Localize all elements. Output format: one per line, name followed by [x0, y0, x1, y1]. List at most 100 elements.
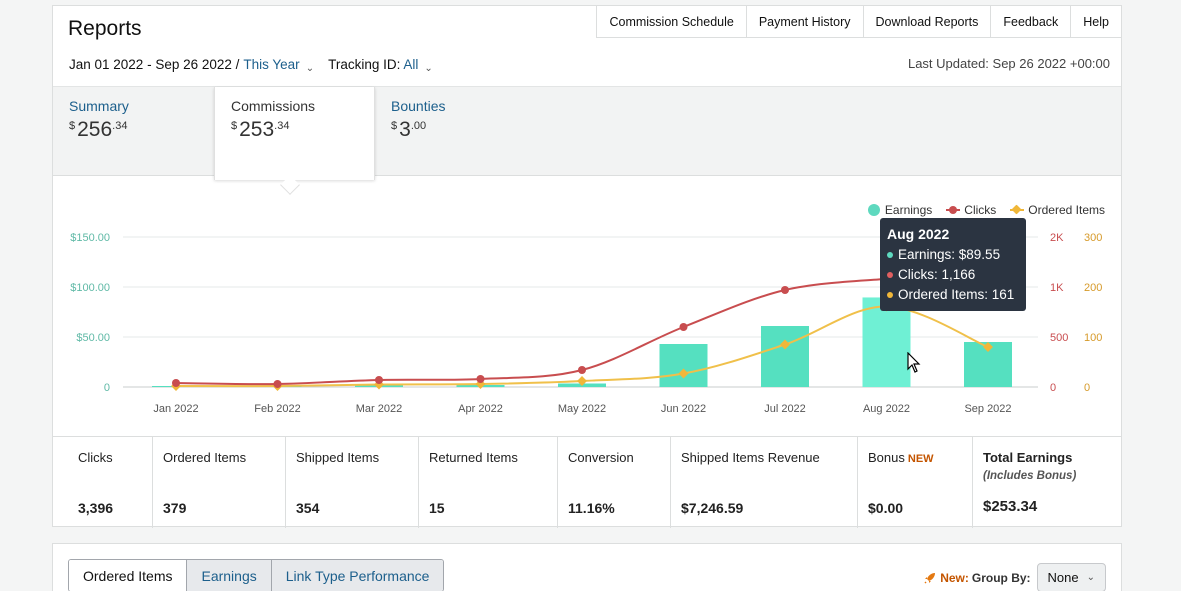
report-tab-group: Ordered Items Earnings Link Type Perform…	[68, 559, 445, 591]
y-right-ordered-tick: 100	[1084, 332, 1102, 344]
y-right-clicks-tick: 500	[1050, 332, 1068, 344]
earnings-legend-icon	[867, 204, 880, 216]
commission-schedule-link[interactable]: Commission Schedule	[597, 6, 747, 37]
stat-conversion: Conversion 11.16%	[558, 437, 671, 528]
stats-row: Clicks 3,396 Ordered Items 379 Shipped I…	[53, 436, 1121, 528]
legend-ordered-items[interactable]: Ordered Items	[1010, 203, 1105, 217]
summary-amount: $256.34	[69, 118, 214, 142]
stat-value: $0.00	[868, 500, 904, 516]
stat-label: Total Earnings	[983, 450, 1073, 465]
clicks-point	[679, 323, 688, 331]
ordered-dot-icon	[887, 292, 893, 298]
new-label: New:	[940, 570, 969, 585]
report-tables-panel: Ordered Items Earnings Link Type Perform…	[52, 543, 1122, 591]
tab-ordered-items[interactable]: Ordered Items	[69, 560, 187, 591]
filter-row: Jan 01 2022 - Sep 26 2022 / This Year ⌄ T…	[69, 57, 433, 74]
currency-symbol: $	[69, 120, 76, 132]
group-by-control: New: Group By: None ⌄	[923, 563, 1106, 591]
chevron-down-icon: ⌄	[424, 63, 433, 74]
tab-link-type-performance[interactable]: Link Type Performance	[270, 560, 444, 591]
tooltip-row-ordered: Ordered Items: 161	[887, 285, 1019, 305]
tracking-id-dropdown[interactable]: Tracking ID: All ⌄	[328, 57, 433, 74]
clicks-line	[175, 277, 887, 386]
earnings-chart: 0 $50.00 $100.00 $150.00 0 500 1K 2K 0 100 200 300 J…	[70, 232, 1102, 415]
x-tick-label: Apr 2022	[458, 403, 503, 415]
feedback-link[interactable]: Feedback	[991, 6, 1072, 37]
stat-sublabel: (Includes Bonus)	[983, 470, 1077, 482]
stat-label: Clicks	[78, 450, 113, 465]
amount-whole: 256	[77, 118, 113, 141]
payment-history-link[interactable]: Payment History	[747, 6, 864, 37]
y-right-clicks-tick: 2K	[1050, 232, 1064, 244]
stat-shipped-items: Shipped Items 354	[286, 437, 419, 528]
chart-legend: Earnings Clicks Ordered Items	[854, 203, 1105, 217]
y-right-clicks-tick: 0	[1050, 382, 1056, 394]
amount-whole: 3	[399, 118, 411, 141]
tab-bounties[interactable]: Bounties $3.00	[375, 87, 536, 177]
stat-value: $7,246.59	[681, 500, 744, 516]
clicks-legend-icon	[946, 205, 961, 215]
top-nav: Commission Schedule Payment History Down…	[596, 6, 1121, 38]
clicks-point	[781, 286, 789, 294]
earnings-dot-icon	[887, 252, 893, 258]
earnings-bar	[862, 297, 911, 387]
group-by-select[interactable]: None ⌄	[1036, 563, 1106, 591]
stat-total-earnings: Total Earnings (Includes Bonus) $253.34	[973, 437, 1121, 528]
x-tick-label: Jan 2022	[153, 403, 198, 415]
group-by-label: Group By:	[971, 570, 1031, 585]
stat-value: $253.34	[983, 498, 1038, 515]
x-tick-label: Feb 2022	[254, 403, 300, 415]
chart-tooltip: Aug 2022 Earnings: $89.55 Clicks: 1,166 …	[880, 218, 1026, 311]
stat-returned-items: Returned Items 15	[419, 437, 558, 528]
group-by-value: None	[1047, 570, 1079, 585]
tracking-label: Tracking ID:	[328, 57, 401, 72]
download-reports-link[interactable]: Download Reports	[864, 6, 992, 37]
x-tick-label: May 2022	[558, 403, 606, 415]
ordered-items-legend-icon	[1010, 204, 1025, 215]
tab-summary[interactable]: Summary $256.34	[53, 87, 214, 177]
earnings-bar	[761, 326, 809, 387]
date-range: Jan 01 2022 - Sep 26 2022 /	[69, 57, 240, 72]
rocket-icon	[924, 572, 936, 584]
y-left-tick: $50.00	[76, 332, 110, 344]
x-tick-label: Sep 2022	[964, 403, 1011, 415]
tooltip-title: Aug 2022	[887, 226, 950, 242]
tooltip-row-clicks: Clicks: 1,166	[887, 265, 1019, 285]
bounties-amount: $3.00	[391, 118, 536, 142]
x-tick-label: Jun 2022	[661, 403, 706, 415]
stat-value: 15	[429, 500, 445, 516]
tooltip-text: Ordered Items: 161	[898, 287, 1015, 302]
period-value: This Year	[243, 57, 300, 72]
stat-label-row: Bonus NEW	[868, 450, 972, 465]
tooltip-row-earnings: Earnings: $89.55	[887, 245, 1019, 265]
legend-label: Clicks	[964, 203, 997, 217]
legend-label: Ordered Items	[1028, 203, 1105, 217]
summary-tabs: Summary $256.34 Commissions $253.34 Boun…	[53, 86, 1121, 180]
y-right-ordered-tick: 200	[1084, 282, 1102, 294]
currency-symbol: $	[231, 120, 238, 132]
x-tick-label: Mar 2022	[356, 403, 402, 415]
earnings-bar	[659, 344, 708, 387]
legend-earnings[interactable]: Earnings	[867, 203, 933, 217]
tab-label: Bounties	[391, 98, 446, 114]
chevron-down-icon: ⌄	[1086, 572, 1095, 583]
legend-label: Earnings	[884, 203, 933, 217]
help-link[interactable]: Help	[1083, 14, 1109, 29]
stat-value: 379	[163, 500, 187, 516]
last-updated: Last Updated: Sep 26 2022 +00:00	[907, 56, 1110, 71]
tracking-value: All	[403, 57, 419, 72]
stat-label: Conversion	[568, 450, 634, 465]
stat-value: 354	[296, 500, 320, 516]
mouse-cursor-icon	[907, 352, 921, 373]
period-dropdown[interactable]: This Year ⌄	[243, 57, 314, 74]
y-left-tick: $150.00	[70, 232, 110, 244]
reports-panel: Reports Commission Schedule Payment Hist…	[52, 5, 1122, 528]
stat-value: 11.16%	[568, 500, 615, 516]
commissions-amount: $253.34	[231, 118, 374, 142]
y-right-ordered-tick: 0	[1084, 382, 1090, 394]
stat-bonus: Bonus NEW $0.00	[858, 437, 973, 528]
clicks-point	[172, 379, 180, 387]
tab-commissions[interactable]: Commissions $253.34	[214, 87, 375, 180]
legend-clicks[interactable]: Clicks	[946, 203, 996, 217]
tab-earnings[interactable]: Earnings	[186, 560, 271, 591]
